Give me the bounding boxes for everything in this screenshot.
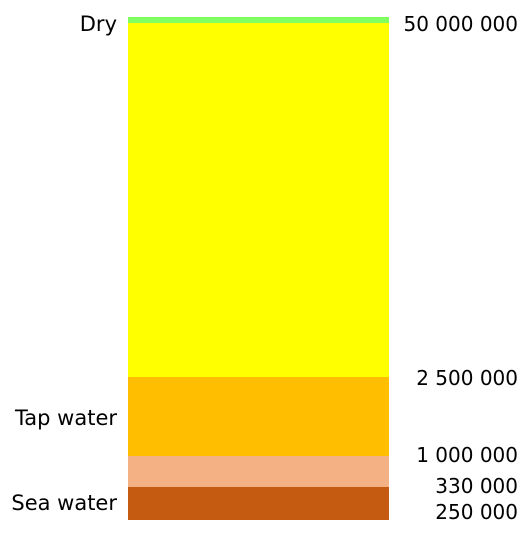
label-tap-water: Tap water bbox=[14, 406, 117, 430]
tick-label-bottom: 250 000 bbox=[435, 500, 518, 524]
band-dry bbox=[128, 17, 389, 23]
label-dry: Dry bbox=[79, 12, 117, 36]
label-sea-water: Sea water bbox=[11, 491, 117, 515]
band-tap-water bbox=[128, 377, 389, 456]
tick-label-top: 50 000 000 bbox=[403, 12, 518, 36]
tick-label-3: 1 000 000 bbox=[416, 443, 518, 467]
tick-label-2: 2 500 000 bbox=[416, 366, 518, 390]
band-transition bbox=[128, 456, 389, 487]
tick-label-4: 330 000 bbox=[435, 474, 518, 498]
band-main bbox=[128, 23, 389, 377]
band-sea-water bbox=[128, 487, 389, 520]
